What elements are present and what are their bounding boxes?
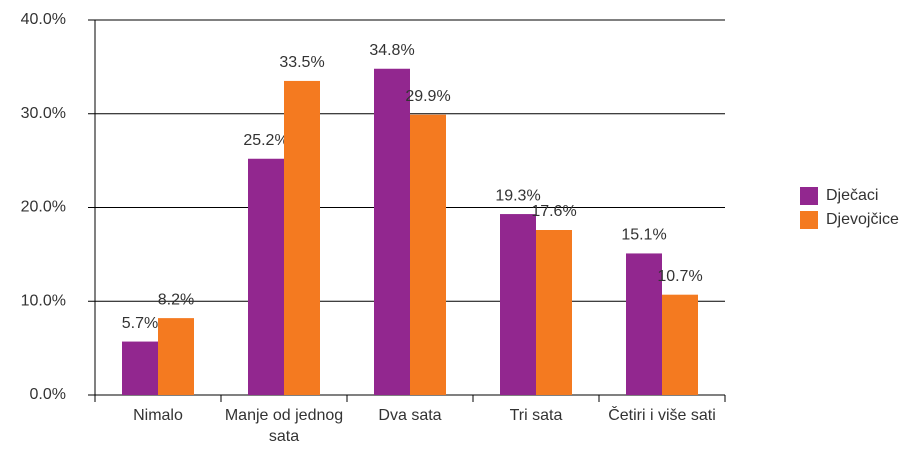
data-label: 33.5% (279, 54, 324, 71)
bar (122, 341, 158, 395)
y-tick-label: 40.0% (21, 11, 66, 28)
bar (158, 318, 194, 395)
bar (410, 114, 446, 395)
legend-label: Dječaci (826, 187, 878, 204)
data-label: 8.2% (158, 291, 194, 308)
bar (662, 294, 698, 395)
y-tick-label: 30.0% (21, 105, 66, 122)
bar (626, 253, 662, 395)
bar (374, 68, 410, 395)
data-label: 15.1% (621, 227, 666, 244)
data-label: 5.7% (122, 315, 158, 332)
data-label: 29.9% (405, 88, 450, 105)
data-label: 17.6% (531, 203, 576, 220)
bar (284, 80, 320, 395)
bar (248, 158, 284, 395)
data-label: 19.3% (495, 187, 540, 204)
y-tick-label: 20.0% (21, 199, 66, 216)
legend-swatch (800, 211, 818, 229)
data-label: 34.8% (369, 42, 414, 59)
legend-label: Djevojčice (826, 211, 899, 228)
x-tick-label: Četiri i više sati (608, 407, 716, 424)
y-tick-label: 0.0% (30, 386, 66, 403)
x-tick-label: Dva sata (378, 407, 442, 424)
y-tick-label: 10.0% (21, 292, 66, 309)
bar (500, 214, 536, 395)
x-tick-label: Tri sata (509, 407, 563, 424)
x-tick-label: Manje od jednog sata (224, 407, 344, 445)
legend-swatch (800, 187, 818, 205)
data-label: 25.2% (243, 132, 288, 149)
bar (536, 230, 572, 395)
x-tick-label: Nimalo (133, 407, 183, 424)
data-label: 10.7% (657, 268, 702, 285)
